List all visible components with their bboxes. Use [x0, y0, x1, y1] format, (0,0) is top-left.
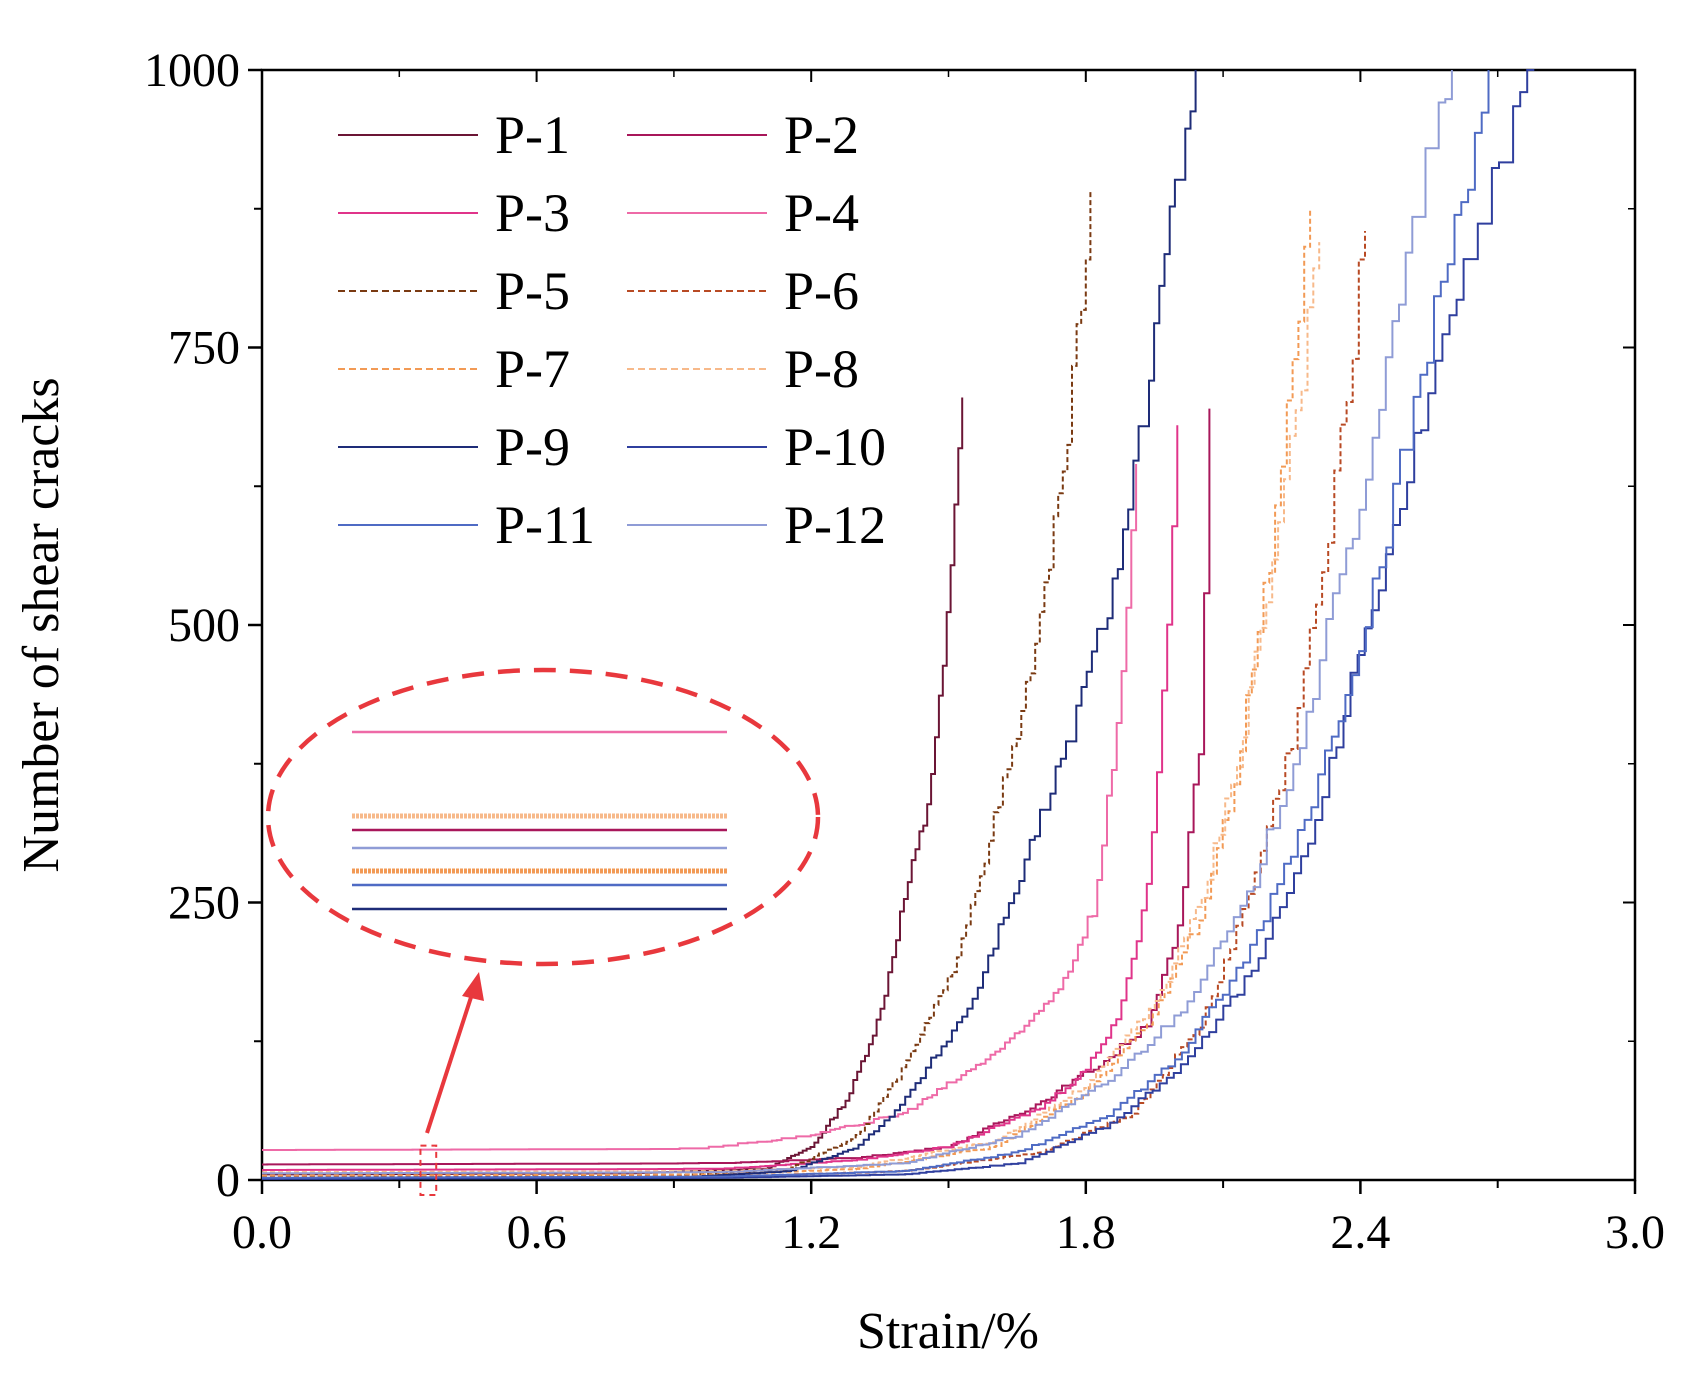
series-line-p-5 — [262, 192, 1092, 1178]
legend-label-p-8: P-8 — [784, 339, 859, 399]
y-axis-label: Number of shear cracks — [13, 377, 70, 872]
x-axis-label: Strain/% — [857, 1303, 1039, 1360]
series-line-p-11 — [262, 70, 1490, 1179]
legend-label-p-11: P-11 — [495, 495, 595, 555]
y-tick-label: 250 — [168, 877, 240, 930]
series-line-p-9 — [262, 70, 1197, 1180]
legend-label-p-2: P-2 — [784, 105, 859, 165]
legend-label-p-4: P-4 — [784, 183, 859, 243]
zoom-arrow-line — [425, 987, 476, 1134]
zoom-ellipse — [265, 667, 821, 967]
series-line-p-3 — [262, 425, 1179, 1171]
series-line-p-10 — [262, 69, 1535, 1180]
legend-label-p-5: P-5 — [495, 261, 570, 321]
plot-frame — [260, 68, 1637, 1182]
y-tick-label: 750 — [168, 322, 240, 375]
x-tick-label: 3.0 — [1605, 1206, 1665, 1259]
x-axis: 0.0 0.6 1.2 1.8 2.4 3.0 — [232, 70, 1665, 1259]
x-tick-label: 0.6 — [507, 1206, 567, 1259]
x-tick-label: 1.2 — [781, 1206, 841, 1259]
x-tick-label: 1.8 — [1056, 1206, 1116, 1259]
y-axis: 0 250 500 750 1000 — [144, 44, 1635, 1207]
legend-label-p-9: P-9 — [495, 417, 570, 477]
series-line-p-2 — [262, 408, 1211, 1166]
legend-label-p-3: P-3 — [495, 183, 570, 243]
legend: P-1 P-2 P-3 P-4 P-5 P-6 P-7 P-8 P-9 P-10 P-11 P-12 — [338, 105, 886, 555]
legend-label-p-12: P-12 — [784, 495, 886, 555]
series-line-p-12 — [262, 70, 1453, 1175]
y-tick-label: 1000 — [144, 44, 240, 97]
legend-label-p-7: P-7 — [495, 339, 570, 399]
zoom-annotation — [265, 667, 821, 1196]
legend-label-p-6: P-6 — [784, 261, 859, 321]
zoom-arrow-head — [462, 972, 484, 1001]
plot-area — [260, 68, 1637, 1182]
series-group — [262, 69, 1535, 1180]
legend-label-p-10: P-10 — [784, 417, 886, 477]
series-line-p-8 — [262, 242, 1321, 1174]
series-line-p-4 — [262, 464, 1138, 1151]
legend-label-p-1: P-1 — [495, 105, 570, 165]
y-tick-label: 500 — [168, 599, 240, 652]
x-tick-label: 2.4 — [1330, 1206, 1390, 1259]
x-tick-label: 0.0 — [232, 1206, 292, 1259]
y-tick-label: 0 — [216, 1154, 240, 1207]
